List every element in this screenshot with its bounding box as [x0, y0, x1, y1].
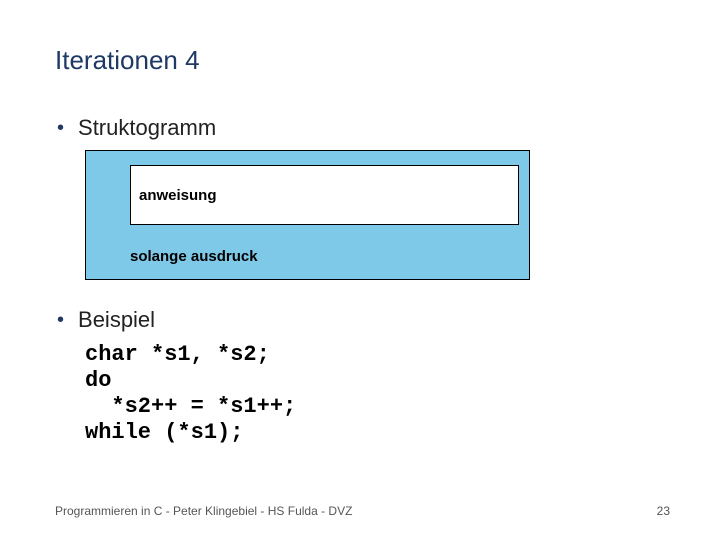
- slide-title: Iterationen 4: [55, 45, 670, 76]
- code-line: while (*s1);: [85, 420, 670, 446]
- struktogramm-inner-label: anweisung: [139, 187, 217, 204]
- page-number: 23: [657, 504, 670, 518]
- struktogramm-inner-box: anweisung: [130, 165, 519, 225]
- slide: Iterationen 4 • Struktogramm anweisung s…: [0, 0, 720, 540]
- slide-footer: Programmieren in C - Peter Klingebiel - …: [55, 504, 670, 518]
- code-line: *s2++ = *s1++;: [85, 394, 670, 420]
- bullet-beispiel: • Beispiel: [55, 306, 670, 334]
- code-line: char *s1, *s2;: [85, 342, 670, 368]
- footer-text: Programmieren in C - Peter Klingebiel - …: [55, 504, 352, 518]
- struktogramm-bottom-label: solange ausdruck: [130, 248, 258, 265]
- bullet-text: Beispiel: [78, 306, 155, 334]
- bullet-text: Struktogramm: [78, 114, 216, 142]
- bullet-dot-icon: •: [57, 306, 64, 334]
- bullet-struktogramm: • Struktogramm: [55, 114, 670, 142]
- bullet-dot-icon: •: [57, 114, 64, 142]
- code-example: char *s1, *s2; do *s2++ = *s1++; while (…: [85, 342, 670, 446]
- struktogramm-diagram: anweisung solange ausdruck: [85, 150, 530, 280]
- code-line: do: [85, 368, 670, 394]
